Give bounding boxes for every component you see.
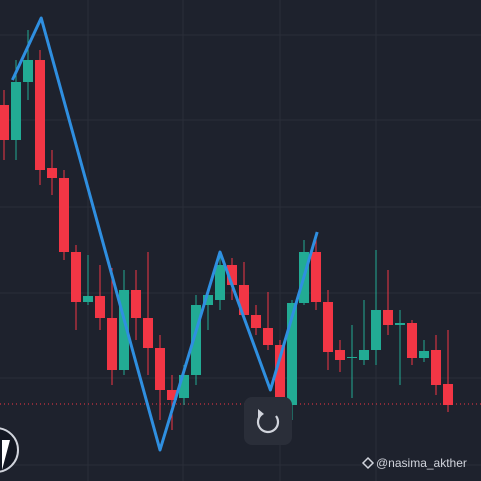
reset-button-bg[interactable] (244, 397, 292, 445)
candle-body (71, 252, 81, 302)
watermark-icon (361, 456, 375, 470)
candle-body (155, 348, 165, 390)
candle-body (275, 345, 285, 410)
candle-body (59, 178, 69, 252)
candle-body (167, 390, 177, 400)
candle-body (383, 310, 393, 325)
candle-body (287, 303, 297, 405)
candle-body (407, 323, 417, 358)
candle-body (215, 265, 225, 300)
candle-body (203, 295, 213, 305)
watermark: @nasima_akther (361, 456, 467, 470)
candle-body (419, 351, 429, 358)
candle-body (227, 265, 237, 285)
candle-body (179, 375, 189, 398)
candle-body (23, 60, 33, 82)
reset-icon-arrow (258, 409, 264, 418)
candle-body (371, 310, 381, 350)
reset-icon (256, 413, 280, 434)
candle-body (347, 357, 357, 358)
candle-body (0, 105, 9, 140)
candle-body (431, 350, 441, 385)
candle-body (239, 285, 249, 315)
candle-body (443, 384, 453, 405)
watermark-text: @nasima_akther (376, 456, 467, 470)
candle-body (143, 318, 153, 348)
candle-body (35, 60, 45, 170)
candle-body (359, 350, 369, 360)
candle-body (251, 315, 261, 328)
reset-button[interactable] (244, 397, 292, 445)
zigzag-line (11, 16, 319, 452)
candle-body (311, 252, 321, 302)
candle-body (395, 323, 405, 325)
candle-body (323, 302, 333, 352)
candle-body (95, 296, 105, 318)
plot (0, 16, 481, 452)
logo-mark (2, 440, 10, 470)
logo-circle (0, 427, 19, 473)
candle-body (263, 328, 273, 345)
candle-body (47, 168, 57, 178)
logo (0, 427, 19, 473)
candle-body (107, 318, 117, 370)
candle-body (131, 290, 141, 318)
candle-body (83, 296, 93, 302)
candle-body (335, 350, 345, 360)
candle-body (191, 305, 201, 375)
candle-body (11, 82, 21, 140)
candle-body (119, 290, 129, 370)
